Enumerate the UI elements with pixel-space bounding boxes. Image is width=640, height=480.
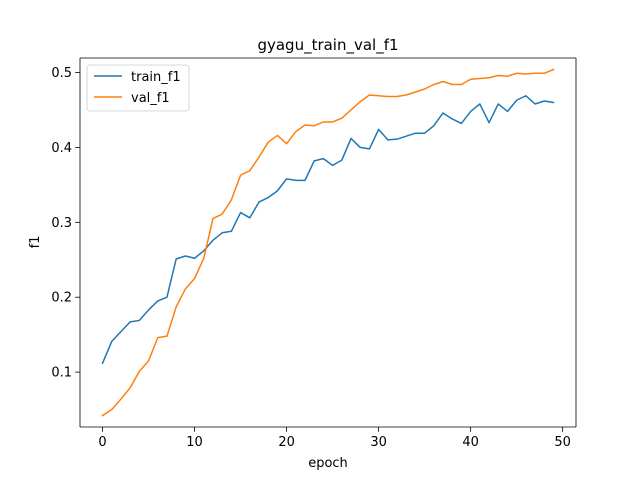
- plot-area: [80, 58, 576, 427]
- y-ticks: 0.1 0.2 0.3 0.4 0.5: [51, 66, 80, 381]
- x-tick-label: 30: [370, 435, 387, 450]
- x-tick-label: 40: [462, 435, 479, 450]
- y-tick-label: 0.2: [51, 291, 72, 306]
- legend-label-train_f1: train_f1: [131, 70, 181, 85]
- series-line-train_f1: [101, 95, 555, 365]
- y-tick-label: 0.3: [51, 216, 72, 231]
- chart-title: gyagu_train_val_f1: [257, 36, 398, 55]
- y-tick-label: 0.4: [51, 141, 72, 156]
- axes: [79, 57, 577, 428]
- x-axis-label: epoch: [308, 456, 348, 471]
- x-tick-label: 10: [186, 435, 203, 450]
- series-line-val_f1: [101, 68, 555, 417]
- y-tick-label: 0.5: [51, 66, 72, 81]
- series-lines: [101, 68, 555, 417]
- legend: train_f1 val_f1: [86, 64, 190, 112]
- x-ticks: 0 10 20 30 40 50: [98, 427, 571, 450]
- x-tick-label: 50: [554, 435, 571, 450]
- y-tick-label: 0.1: [51, 366, 72, 381]
- legend-label-val_f1: val_f1: [131, 91, 170, 106]
- x-tick-label: 20: [278, 435, 295, 450]
- y-axis-label: f1: [28, 236, 43, 249]
- plot-background: [80, 58, 576, 427]
- x-tick-label: 0: [98, 435, 106, 450]
